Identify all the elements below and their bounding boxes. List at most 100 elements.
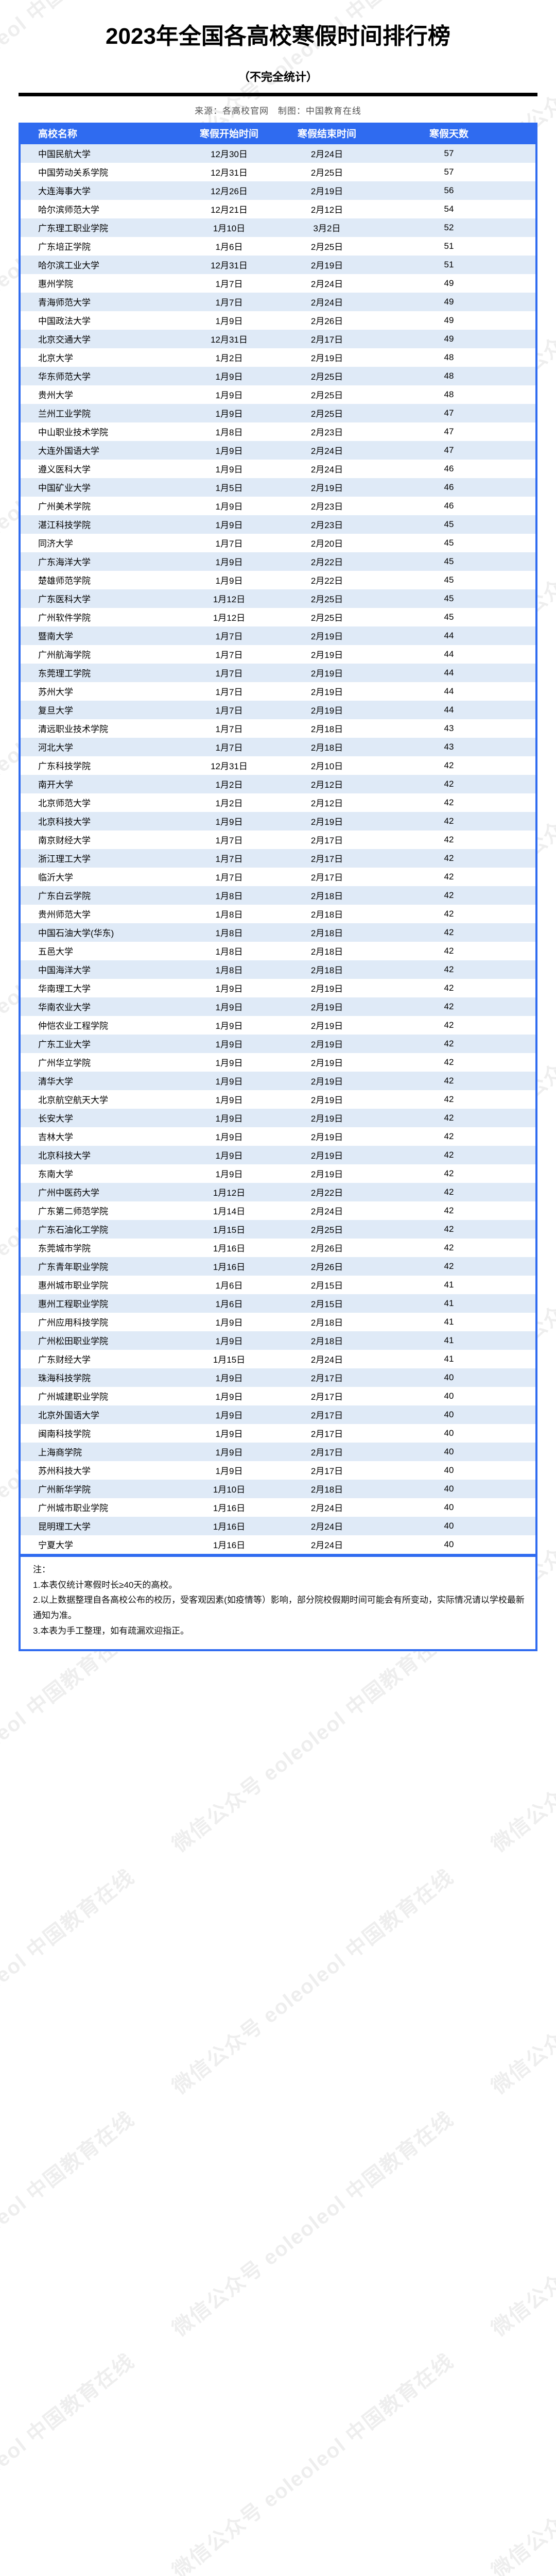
cell-holiday-days: 42	[444, 982, 454, 993]
cell-start-date: 1月7日	[215, 539, 243, 549]
cell-holiday-days: 42	[444, 760, 454, 770]
cell-start-date: 1月7日	[215, 836, 243, 846]
table-row: 同济大学 1月7日 2月20日 45	[21, 533, 535, 552]
table-row: 吉林大学 1月9日 2月19日 42	[21, 1127, 535, 1146]
cell-holiday-days: 42	[444, 1187, 454, 1197]
cell-university-name: 兰州工业学院	[38, 409, 91, 419]
cell-end-date: 2月18日	[310, 1485, 343, 1495]
cell-holiday-days: 40	[444, 1409, 454, 1419]
cell-university-name: 中国矿业大学	[38, 483, 91, 494]
cell-university-name: 广州城建职业学院	[38, 1392, 108, 1402]
cell-holiday-days: 42	[444, 834, 454, 844]
cell-holiday-days: 48	[444, 389, 454, 399]
cell-start-date: 1月16日	[213, 1540, 246, 1551]
cell-university-name: 广州软件学院	[38, 613, 91, 623]
cell-end-date: 2月23日	[310, 502, 343, 512]
table-row: 广州松田职业学院 1月9日 2月18日 41	[21, 1331, 535, 1350]
watermark-text: 微信公众号 eoleoleol 中国教育在线	[0, 2107, 139, 2341]
cell-holiday-days: 40	[444, 1428, 454, 1438]
cell-university-name: 广州航海学院	[38, 650, 91, 660]
table-row: 北京大学 1月2日 2月19日 48	[21, 348, 535, 367]
cell-university-name: 苏州科技大学	[38, 1466, 91, 1477]
cell-university-name: 北京科技大学	[38, 1151, 91, 1161]
cell-start-date: 1月12日	[213, 1188, 246, 1198]
cell-holiday-days: 46	[444, 482, 454, 492]
cell-university-name: 中国石油大学(华东)	[38, 928, 114, 939]
cell-start-date: 1月9日	[215, 1077, 243, 1087]
cell-end-date: 2月26日	[310, 316, 343, 327]
table-row: 临沂大学 1月7日 2月17日 42	[21, 867, 535, 886]
cell-holiday-days: 42	[444, 1224, 454, 1234]
cell-start-date: 1月7日	[215, 706, 243, 716]
cell-end-date: 2月18日	[310, 743, 343, 753]
cell-university-name: 苏州大学	[38, 687, 73, 698]
cell-holiday-days: 42	[444, 1057, 454, 1067]
cell-holiday-days: 49	[444, 333, 454, 344]
title-divider	[19, 92, 537, 96]
cell-start-date: 1月16日	[213, 1244, 246, 1254]
cell-holiday-days: 41	[444, 1335, 454, 1345]
table-row: 苏州科技大学 1月9日 2月17日 40	[21, 1461, 535, 1480]
table-row: 五邑大学 1月8日 2月18日 42	[21, 941, 535, 960]
cell-end-date: 2月19日	[310, 483, 343, 494]
cell-start-date: 1月16日	[213, 1262, 246, 1273]
cell-university-name: 仲恺农业工程学院	[38, 1021, 108, 1031]
cell-university-name: 哈尔滨师范大学	[38, 205, 99, 215]
table-row: 广东石油化工学院 1月15日 2月25日 42	[21, 1219, 535, 1239]
cell-university-name: 广州中医药大学	[38, 1188, 99, 1198]
note-item: 3.本表为手工整理，如有疏漏欢迎指正。	[33, 1625, 189, 1636]
cell-start-date: 1月9日	[215, 409, 243, 419]
table-row: 北京航空航天大学 1月9日 2月19日 42	[21, 1090, 535, 1109]
cell-end-date: 2月19日	[310, 1095, 343, 1106]
cell-university-name: 华东师范大学	[38, 372, 91, 382]
cell-end-date: 2月19日	[310, 187, 343, 197]
cell-holiday-days: 44	[444, 630, 454, 640]
table-row: 广州新华学院 1月10日 2月18日 40	[21, 1479, 535, 1498]
cell-university-name: 广州美术学院	[38, 502, 91, 512]
cell-university-name: 同济大学	[38, 539, 73, 549]
cell-start-date: 1月9日	[215, 1095, 243, 1106]
cell-end-date: 2月19日	[310, 1151, 343, 1161]
table-row: 中国民航大学 12月30日 2月24日 57	[21, 144, 535, 163]
table-row: 苏州大学 1月7日 2月19日 44	[21, 682, 535, 701]
cell-end-date: 2月19日	[310, 984, 343, 994]
cell-university-name: 中国政法大学	[38, 316, 91, 327]
cell-holiday-days: 42	[444, 1131, 454, 1141]
cell-university-name: 广东财经大学	[38, 1355, 91, 1365]
cell-end-date: 2月17日	[310, 1429, 343, 1439]
cell-university-name: 广东科技学院	[38, 761, 91, 772]
cell-holiday-days: 47	[444, 426, 454, 436]
cell-start-date: 12月31日	[211, 168, 248, 178]
cell-start-date: 1月12日	[213, 595, 246, 605]
cell-holiday-days: 42	[444, 1112, 454, 1123]
cell-university-name: 广东医科大学	[38, 595, 91, 605]
cell-start-date: 1月9日	[215, 1040, 243, 1050]
cell-holiday-days: 42	[444, 945, 454, 956]
cell-holiday-days: 54	[444, 204, 454, 214]
cell-start-date: 12月31日	[211, 261, 248, 271]
cell-start-date: 1月7日	[215, 650, 243, 660]
cell-end-date: 2月19日	[310, 1003, 343, 1013]
watermark-text: 微信公众号 eoleoleol 中国教育在线	[487, 2349, 556, 2576]
cell-university-name: 广东石油化工学院	[38, 1225, 108, 1235]
cell-holiday-days: 42	[444, 1094, 454, 1104]
table-row: 广州华立学院 1月9日 2月19日 42	[21, 1053, 535, 1072]
cell-end-date: 2月19日	[310, 353, 343, 364]
table-row: 惠州工程职业学院 1月6日 2月15日 41	[21, 1294, 535, 1313]
cell-start-date: 1月9日	[215, 984, 243, 994]
cell-end-date: 2月23日	[310, 428, 343, 438]
cell-university-name: 惠州学院	[38, 279, 73, 290]
cell-start-date: 1月9日	[215, 446, 243, 456]
page-subtitle: （不完全统计）	[238, 70, 318, 83]
cell-holiday-days: 42	[444, 927, 454, 937]
cell-holiday-days: 42	[444, 816, 454, 826]
cell-end-date: 2月25日	[310, 613, 343, 623]
cell-end-date: 2月25日	[310, 242, 343, 252]
cell-university-name: 昆明理工大学	[38, 1522, 91, 1532]
watermark-text: 微信公众号 eoleoleol 中国教育在线	[487, 1623, 556, 1857]
cell-university-name: 吉林大学	[38, 1132, 73, 1143]
cell-university-name: 广州松田职业学院	[38, 1336, 108, 1347]
note-item: 1.本表仅统计寒假时长≥40天的高校。	[33, 1580, 178, 1590]
cell-holiday-days: 42	[444, 964, 454, 974]
cell-holiday-days: 44	[444, 704, 454, 715]
